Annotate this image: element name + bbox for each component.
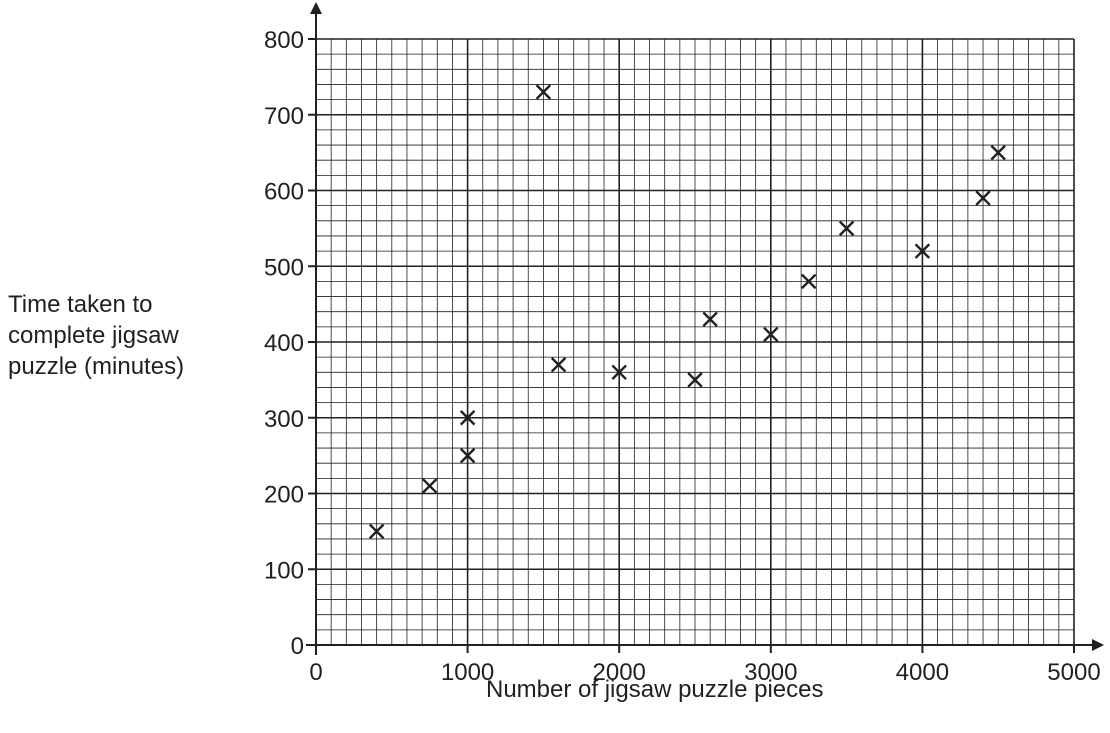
x-tick-label: 4000	[896, 659, 949, 686]
y-tick-labels: 0 100 200 300 400 500 600 700 800	[264, 27, 316, 660]
data-point-cross-icon	[838, 220, 855, 237]
x-tick-label: 1000	[441, 659, 494, 686]
data-point-cross-icon	[368, 523, 385, 540]
data-point-cross-icon	[763, 326, 779, 343]
data-point-cross-icon	[535, 84, 552, 100]
y-tick-label: 500	[264, 254, 304, 281]
y-tick-label: 400	[264, 330, 304, 357]
x-axis-label: Number of jigsaw puzzle pieces	[486, 676, 824, 703]
y-tick-label: 100	[264, 557, 304, 584]
data-point-cross-icon	[459, 447, 476, 464]
data-point-cross-icon	[459, 410, 476, 426]
y-tick-label: 800	[264, 27, 304, 54]
x-tick-label: 2000	[593, 659, 646, 686]
x-tick-label: 0	[309, 659, 322, 686]
data-point-cross-icon	[801, 273, 817, 290]
x-tick-labels: 0 1000 2000 3000 4000 5000	[309, 645, 1101, 686]
y-tick-label: 300	[264, 406, 304, 433]
data-point-cross-icon	[702, 311, 718, 327]
data-point-cross-icon	[687, 372, 703, 388]
y-axis-label: Time taken to complete jigsaw puzzle (mi…	[8, 289, 233, 382]
y-axis-label-line: complete jigsaw	[8, 322, 179, 349]
y-axis-label-line: puzzle (minutes)	[8, 353, 185, 380]
y-axis-label-line: Time taken to	[8, 291, 153, 318]
data-point-cross-icon	[990, 144, 1006, 161]
x-tick-label: 5000	[1047, 659, 1100, 686]
data-point-cross-icon	[611, 364, 627, 380]
data-markers	[368, 84, 1006, 540]
data-point-cross-icon	[914, 243, 931, 259]
data-point-cross-icon	[975, 190, 991, 206]
axes	[306, 2, 1104, 655]
data-point-cross-icon	[550, 357, 567, 373]
y-tick-label: 600	[264, 179, 304, 206]
data-point-cross-icon	[422, 478, 438, 494]
x-axis-arrow-icon	[1092, 639, 1104, 651]
y-tick-label: 200	[264, 482, 304, 509]
y-tick-label: 0	[291, 633, 304, 660]
x-tick-label: 3000	[744, 659, 797, 686]
y-axis-arrow-icon	[310, 2, 322, 14]
y-tick-label: 700	[264, 103, 304, 130]
